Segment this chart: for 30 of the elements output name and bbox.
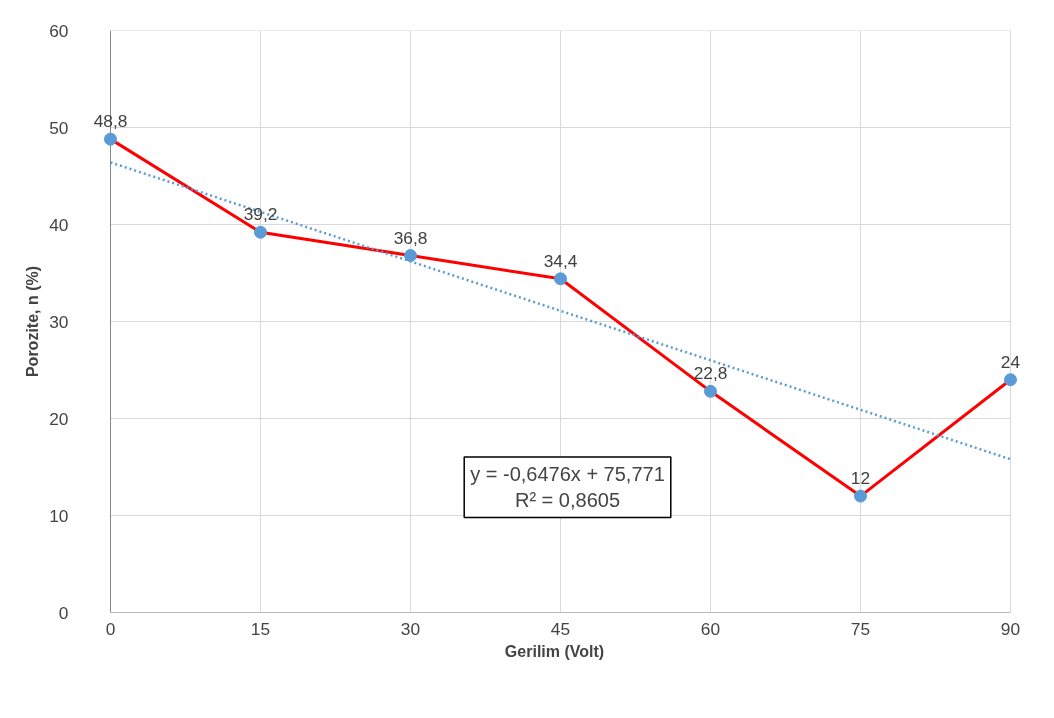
y-tick-label: 0: [58, 602, 69, 623]
data-label: 12: [850, 468, 871, 489]
point: [1004, 373, 1017, 387]
point: [554, 272, 567, 286]
x-axis-title: Gerilim (Volt): [504, 642, 605, 660]
annotation: y = -0,6476x + 75,771 R² = 0,8605: [470, 463, 665, 512]
data-label: 22,8: [693, 363, 728, 384]
x-tick-label: 90: [1000, 618, 1021, 639]
point: [854, 489, 867, 503]
y-tick-label: 60: [49, 20, 69, 41]
y-tick-label: 20: [49, 408, 69, 429]
y-tick-label: 10: [49, 505, 69, 526]
x-tick-label: 75: [850, 618, 871, 639]
x-tick-label: 30: [400, 618, 421, 639]
y-axis-title: Porozite, n (%): [24, 265, 42, 378]
data-label: 36,8: [393, 227, 428, 248]
point: [404, 249, 417, 263]
x-tick-label: 0: [105, 618, 116, 639]
y-tick-label: 50: [49, 117, 69, 138]
data-label: 39,2: [243, 204, 278, 225]
data-label: 34,4: [543, 250, 578, 271]
x-tick-label: 45: [550, 618, 571, 639]
y-tick-label: 40: [49, 214, 69, 235]
point: [254, 225, 267, 239]
point: [704, 384, 717, 398]
point: [104, 132, 117, 146]
data-label: 24: [1000, 351, 1021, 372]
x-tick-label: 15: [250, 618, 271, 639]
y-tick-label: 30: [49, 311, 69, 332]
x-tick-label: 60: [700, 618, 721, 639]
